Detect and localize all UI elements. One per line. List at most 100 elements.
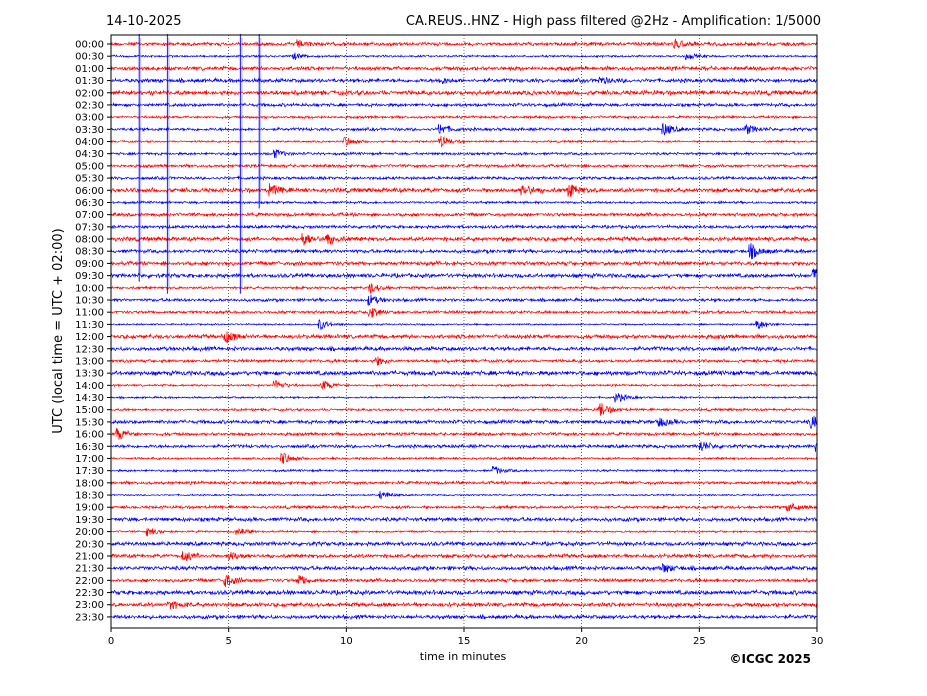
trace-1800 xyxy=(110,479,818,486)
y-tick-label: 14:30 xyxy=(75,393,104,404)
trace-1130 xyxy=(110,319,818,331)
y-tick-label: 22:00 xyxy=(75,576,104,587)
gridlines xyxy=(228,35,700,628)
y-tick-label: 00:00 xyxy=(75,40,104,51)
trace-0730 xyxy=(110,223,818,230)
y-tick-label: 09:00 xyxy=(75,259,104,270)
y-tick-label: 21:30 xyxy=(75,564,104,575)
date-label: 14-10-2025 xyxy=(106,14,182,29)
y-tick-label: 16:30 xyxy=(75,442,104,453)
trace-2030 xyxy=(110,540,818,548)
trace-1900 xyxy=(110,502,818,512)
trace-1430 xyxy=(110,392,818,403)
x-tick-label: 30 xyxy=(811,636,824,647)
trace-0430 xyxy=(110,149,818,159)
y-tick-label: 19:00 xyxy=(75,503,104,514)
trace-0700 xyxy=(110,211,818,218)
y-tick-label: 02:30 xyxy=(75,100,104,111)
y-tick-label: 00:30 xyxy=(75,52,104,63)
trace-1530 xyxy=(110,415,818,429)
trace-0130 xyxy=(110,76,818,85)
y-tick-label: 05:00 xyxy=(75,161,104,172)
y-tick-label: 23:30 xyxy=(75,612,104,623)
trace-1300 xyxy=(110,356,818,366)
y-tick-label: 04:30 xyxy=(75,149,104,160)
y-tick-label: 08:30 xyxy=(75,247,104,258)
trace-2130 xyxy=(110,562,818,573)
y-tick-label: 15:30 xyxy=(75,417,104,428)
trace-0330 xyxy=(110,122,818,136)
y-tick-label: 05:30 xyxy=(75,174,104,185)
trace-2000 xyxy=(111,527,818,537)
y-tick-label: 03:30 xyxy=(75,125,104,136)
y-tick-label: 14:00 xyxy=(75,381,104,392)
y-tick-label: 12:00 xyxy=(75,332,104,343)
y-tick-label: 20:00 xyxy=(75,527,104,538)
y-tick-label: 19:30 xyxy=(75,515,104,526)
trace-1930 xyxy=(110,516,818,523)
trace-1830 xyxy=(110,490,818,500)
y-tick-label: 04:00 xyxy=(75,137,104,148)
trace-0100 xyxy=(110,64,818,72)
y-tick-label: 17:30 xyxy=(75,466,104,477)
y-tick-label: 20:30 xyxy=(75,539,104,550)
y-tick-label: 08:00 xyxy=(75,235,104,246)
trace-2300 xyxy=(110,601,818,610)
y-tick-label: 11:00 xyxy=(75,308,104,319)
plot-frame xyxy=(110,34,818,629)
y-tick-label: 01:30 xyxy=(75,76,104,87)
y-tick-label: 06:00 xyxy=(75,186,104,197)
y-tick-label: 12:30 xyxy=(75,344,104,355)
y-tick-label: 18:00 xyxy=(75,478,104,489)
y-tick-label: 03:00 xyxy=(75,113,104,124)
y-tick-label: 11:30 xyxy=(75,320,104,331)
trace-1400 xyxy=(110,380,818,389)
y-tick-label: 22:30 xyxy=(75,588,104,599)
trace-0530 xyxy=(110,175,818,181)
x-tick-label: 15 xyxy=(458,636,471,647)
trace-1000 xyxy=(110,283,818,295)
trace-0230 xyxy=(110,101,818,109)
y-tick-label: 02:00 xyxy=(75,88,104,99)
y-axis-label: UTC (local time = UTC + 02:00) xyxy=(51,228,66,433)
y-tick-label: 10:00 xyxy=(75,283,104,294)
y-tick-label: 15:00 xyxy=(75,405,104,416)
trace-0300 xyxy=(110,114,818,120)
trace-1500 xyxy=(110,403,818,416)
x-tick-label: 10 xyxy=(340,636,353,647)
y-tick-label: 21:00 xyxy=(75,551,104,562)
trace-2100 xyxy=(110,551,818,562)
x-tick-label: 25 xyxy=(693,636,706,647)
trace-2230 xyxy=(110,588,818,597)
trace-1200 xyxy=(110,331,818,344)
trace-0930 xyxy=(110,268,818,280)
x-tick-label: 5 xyxy=(225,636,231,647)
y-tick-label: 18:30 xyxy=(75,491,104,502)
y-tick-label: 07:30 xyxy=(75,222,104,233)
trace-2200 xyxy=(111,574,818,588)
copyright: ©ICGC 2025 xyxy=(729,652,811,666)
trace-1030 xyxy=(110,294,818,307)
y-tick-label: 23:00 xyxy=(75,600,104,611)
y-tick-label: 13:30 xyxy=(75,369,104,380)
y-tick-label: 07:00 xyxy=(75,210,104,221)
y-tick-label: 17:00 xyxy=(75,454,104,465)
traces xyxy=(110,38,818,621)
trace-1100 xyxy=(110,308,818,318)
trace-0600 xyxy=(110,183,818,197)
y-tick-label: 16:00 xyxy=(75,430,104,441)
trace-0830 xyxy=(110,242,818,260)
trace-1330 xyxy=(110,369,818,377)
trace-0400 xyxy=(110,135,818,147)
x-tick-labels: 0 5 10 15 20 25 30 xyxy=(108,628,824,647)
y-tick-label: 13:00 xyxy=(75,356,104,367)
x-tick-label: 0 xyxy=(108,636,114,647)
y-tick-label: 01:00 xyxy=(75,64,104,75)
y-tick-label: 09:30 xyxy=(75,271,104,282)
chart-title: CA.REUS..HNZ - High pass filtered @2Hz -… xyxy=(406,14,821,29)
x-axis-label: time in minutes xyxy=(420,650,507,663)
trace-1730 xyxy=(110,465,818,474)
trace-0000 xyxy=(110,38,818,49)
